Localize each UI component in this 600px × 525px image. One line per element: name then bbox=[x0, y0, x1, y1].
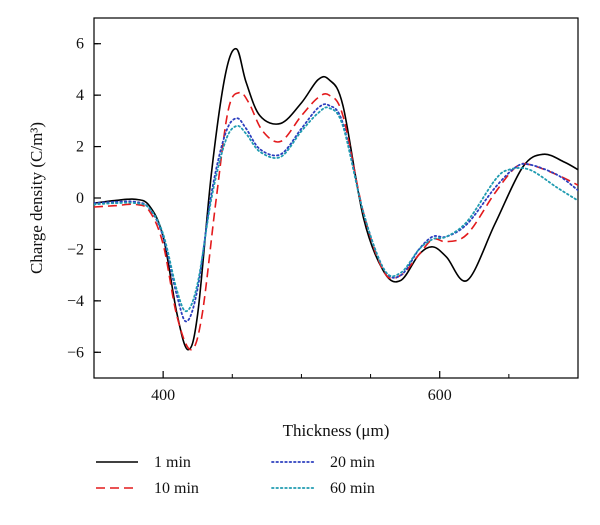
y-tick-label: −6 bbox=[67, 344, 84, 361]
y-tick-label: 0 bbox=[76, 190, 84, 207]
legend-label-1: 1 min bbox=[154, 454, 191, 471]
y-tick-label: 6 bbox=[76, 36, 84, 53]
y-tick-label: −4 bbox=[67, 293, 84, 310]
axis-ticks bbox=[93, 43, 579, 378]
series-layer bbox=[94, 47, 578, 351]
x-tick-label: 600 bbox=[428, 387, 452, 404]
y-tick-label: 4 bbox=[76, 87, 84, 104]
x-tick-label: 400 bbox=[151, 387, 175, 404]
legend-label-4: 60 min bbox=[330, 480, 375, 497]
legend: 1 min 10 min 20 min 60 min bbox=[96, 454, 375, 497]
legend-label-2: 10 min bbox=[154, 480, 199, 497]
y-tick-label: −2 bbox=[67, 241, 84, 258]
series-line-1 bbox=[94, 47, 578, 351]
axis-tick-labels: −6 −4 −2 0 2 4 6 400 600 bbox=[67, 36, 452, 404]
series-line-2 bbox=[94, 91, 578, 351]
legend-label-3: 20 min bbox=[330, 454, 375, 471]
series-line-4 bbox=[94, 106, 578, 313]
x-axis-title: Thickness (μm) bbox=[283, 421, 390, 440]
series-line-3 bbox=[94, 103, 578, 323]
y-axis-title: Charge density (C/m³) bbox=[27, 122, 46, 274]
plot-frame bbox=[93, 17, 579, 379]
y-tick-label: 2 bbox=[76, 139, 84, 156]
